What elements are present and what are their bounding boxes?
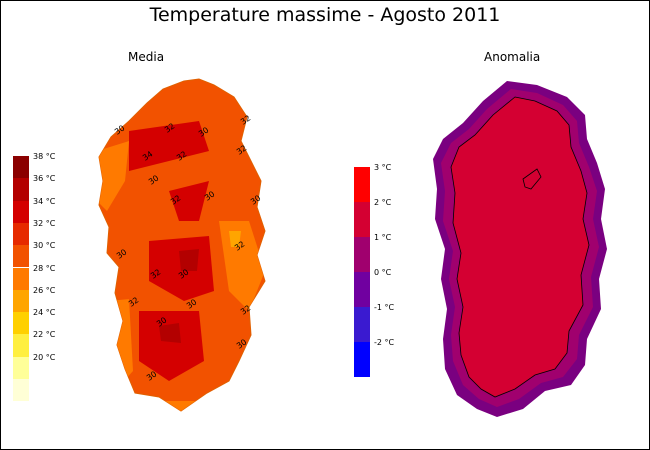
zone-36 — [179, 249, 199, 271]
legend-swatch — [13, 312, 29, 335]
legend-swatch — [13, 222, 29, 246]
legend-label: 38 °C — [33, 152, 56, 161]
legend-label: 32 °C — [33, 218, 56, 228]
legend-swatch — [13, 356, 29, 379]
legend-swatch — [13, 245, 29, 268]
legend-swatch — [354, 237, 370, 272]
legend-label: 22 °C — [33, 330, 56, 340]
legend-swatch — [13, 267, 29, 290]
legend-label: -2 °C — [374, 338, 395, 347]
legend-label: 24 °C — [33, 308, 56, 318]
media-map-title: Media — [128, 50, 165, 64]
legend-swatch — [13, 156, 29, 179]
legend-label: 0 °C — [374, 268, 392, 277]
legend-swatch — [354, 342, 370, 377]
zone-34 — [139, 311, 204, 381]
legend-label: 30 °C — [33, 241, 56, 251]
legend-swatch — [13, 334, 29, 357]
zone-34 — [169, 181, 209, 221]
legend-label: 3 °C — [374, 163, 392, 172]
legend-swatch — [13, 379, 29, 402]
anomalia-map-title: Anomalia — [484, 50, 541, 64]
zone-26 — [229, 231, 241, 247]
legend-swatch — [354, 307, 370, 342]
zone-36 — [159, 323, 181, 343]
legend-label: 1 °C — [374, 233, 392, 242]
legend-swatch — [354, 167, 370, 202]
legend-swatch — [13, 289, 29, 313]
zone-2-inner — [522, 168, 542, 190]
legend-label: 28 °C — [33, 263, 56, 273]
legend-label: -1 °C — [374, 303, 395, 312]
legend-label: 36 °C — [33, 174, 56, 184]
legend-label: 34 °C — [33, 196, 56, 206]
legend-swatch — [354, 202, 370, 237]
zone-28 — [219, 221, 265, 311]
legend-label: 26 °C — [33, 285, 56, 295]
legend-label: 2 °C — [374, 198, 392, 207]
zone-34 — [129, 121, 209, 171]
figure-title: Temperature massime - Agosto 2011 — [149, 4, 501, 26]
legend-label: 20 °C — [33, 352, 56, 362]
legend-swatch — [354, 272, 370, 307]
anomalia-map — [433, 81, 607, 417]
legend-swatch — [13, 178, 29, 201]
legend-swatch — [13, 200, 29, 223]
zone-28 — [99, 141, 129, 211]
zone-28 — [129, 401, 199, 411]
zone-2 — [450, 96, 590, 398]
